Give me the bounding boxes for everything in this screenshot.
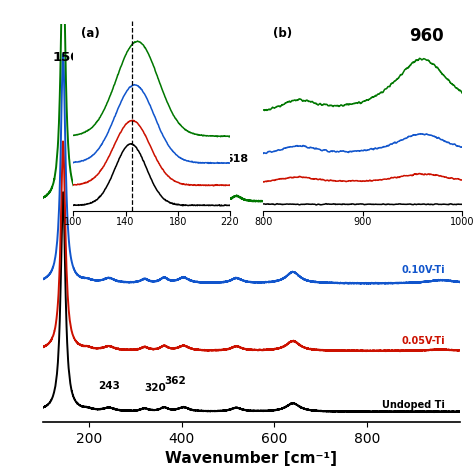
Text: Undoped Ti: Undoped Ti [382, 400, 445, 410]
Text: 243: 243 [98, 382, 120, 392]
Text: 0.05V-Ti: 0.05V-Ti [401, 336, 445, 346]
Text: 404: 404 [172, 154, 195, 164]
Text: 518: 518 [225, 154, 248, 164]
Text: 150: 150 [53, 51, 81, 64]
Text: (b): (b) [273, 27, 292, 40]
Text: 362: 362 [164, 376, 186, 386]
Text: 0.15V-Ti: 0.15V-Ti [401, 181, 445, 191]
Text: 320: 320 [145, 383, 166, 393]
X-axis label: Wavenumber [cm⁻¹]: Wavenumber [cm⁻¹] [165, 451, 337, 466]
Text: 643: 643 [282, 134, 307, 147]
Text: 0.10V-Ti: 0.10V-Ti [401, 265, 445, 275]
Text: (a): (a) [82, 27, 100, 40]
Text: 960: 960 [409, 27, 444, 45]
